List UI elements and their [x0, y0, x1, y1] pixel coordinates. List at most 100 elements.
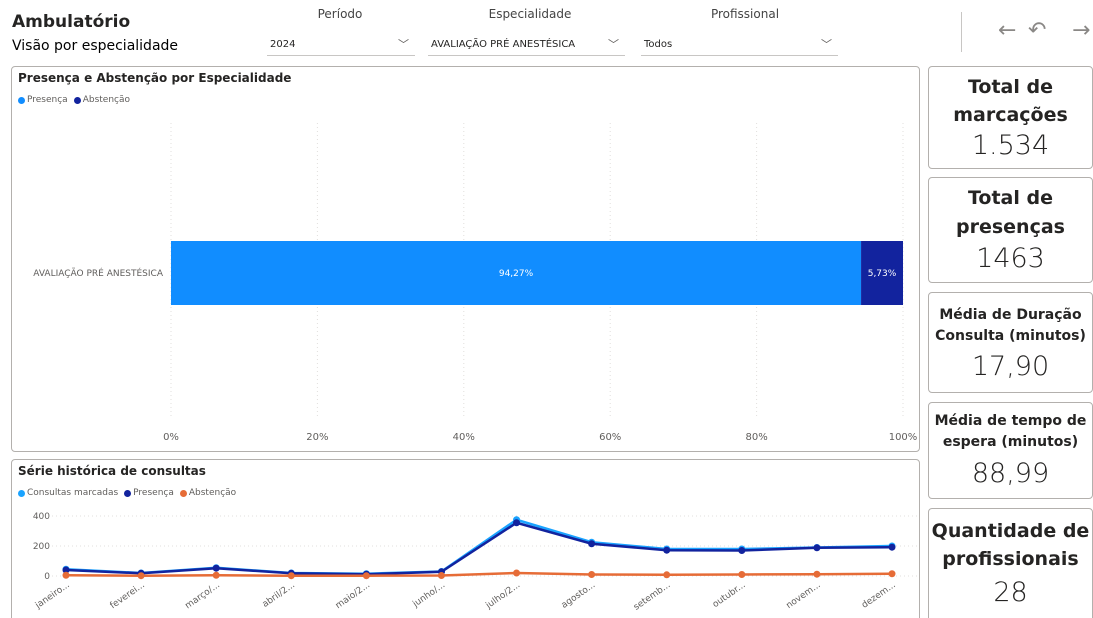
y-tick-label: 200: [33, 542, 50, 552]
undo-icon[interactable]: ↶: [1028, 18, 1047, 43]
data-point: [513, 519, 521, 527]
legend-item-abstencao[interactable]: Abstenção: [179, 488, 237, 498]
line-chart-title: Série histórica de consultas: [18, 464, 206, 478]
series-line: [65, 521, 893, 576]
card-title-line1: Total de: [967, 76, 1053, 98]
legend-dot-icon: [179, 489, 187, 497]
x-tick-label: setemb...: [632, 580, 672, 612]
legend-item-abstencao[interactable]: Abstenção: [73, 95, 130, 105]
card-title-line1: Média de Duração: [939, 307, 1082, 323]
especialidade-value: AVALIAÇÃO PRÉ ANESTÉSICA: [431, 39, 576, 50]
report-subtitle: Visão por especialidade: [12, 38, 179, 54]
card-total-presencas: Total de presenças 1463: [928, 177, 1093, 283]
legend-dot-icon: [124, 489, 132, 497]
x-tick-label: agosto...: [560, 580, 598, 610]
data-point: [212, 564, 220, 572]
data-point: [588, 540, 596, 548]
card-title-line2: espera (minutos): [942, 434, 1079, 450]
presenca-abstencao-chart-panel: Presença e Abstenção por Especialidade P…: [11, 66, 920, 452]
data-point: [888, 570, 896, 578]
data-point: [738, 571, 746, 578]
card-value: 17,90: [971, 351, 1050, 382]
x-tick-label: março/...: [184, 580, 222, 611]
data-point: [813, 544, 821, 552]
x-tick-label: 100%: [889, 432, 918, 443]
chevron-down-icon: ﹀: [821, 38, 832, 51]
card-quantidade-profissionais: Quantidade de profissionais 28: [928, 508, 1093, 618]
x-tick-label: julho/2...: [484, 580, 523, 611]
line-chart-legend: Consultas marcadas Presença Abstenção: [18, 488, 236, 498]
data-point: [588, 571, 596, 578]
series-line: [65, 571, 893, 577]
data-point: [62, 571, 70, 579]
filter-label-especialidade: Especialidade: [488, 7, 572, 21]
card-title-line2: Consulta (minutos): [935, 328, 1086, 344]
bar-chart-svg: 0% 20% 40% 60% 80% 100% AVALIAÇÃO PRÉ ANESTÉSI…: [33, 123, 918, 443]
forward-arrow-icon[interactable]: →: [1072, 18, 1091, 43]
y-tick-label: 400: [33, 512, 50, 522]
x-tick-label: maio/2...: [334, 580, 372, 611]
category-label: AVALIAÇÃO PRÉ ANESTÉSICA: [33, 267, 164, 279]
data-label: 94,27%: [499, 269, 534, 279]
card-title-line1: Quantidade de: [931, 520, 1090, 542]
data-point: [212, 571, 220, 579]
legend-label-presenca: Presença: [27, 95, 68, 105]
card-title-line1: Total de: [967, 187, 1053, 209]
y-tick-label: 0: [44, 572, 50, 582]
card-value: 1463: [976, 243, 1045, 274]
filter-label-periodo: Período: [317, 7, 363, 21]
x-tick-label: 40%: [453, 432, 475, 443]
card-total-marcacoes: Total de marcações 1.534: [928, 66, 1093, 169]
data-point: [663, 571, 671, 579]
data-point: [287, 572, 295, 580]
legend-dot-icon: [18, 96, 25, 104]
data-point: [362, 572, 370, 580]
profissional-dropdown[interactable]: Todos ﹀: [641, 34, 838, 56]
card-value: 1.534: [971, 130, 1050, 161]
x-tick-label: novem...: [785, 580, 823, 611]
card-title-line1: Média de tempo de: [934, 413, 1087, 429]
bar-segment-abstencao: [861, 241, 903, 305]
card-value: 28: [993, 577, 1028, 608]
legend-item-presenca[interactable]: Presença: [18, 95, 68, 105]
data-point: [888, 543, 896, 551]
x-tick-label: junho/...: [411, 580, 448, 610]
data-point: [437, 572, 445, 580]
filter-label-profissional: Profissional: [710, 7, 780, 21]
report-title: Ambulatório: [12, 12, 131, 32]
data-label: 5,73%: [868, 269, 897, 279]
x-tick-label: 0%: [163, 432, 179, 443]
legend-label-presenca: Presença: [133, 488, 174, 498]
x-tick-label: outubr...: [711, 580, 748, 610]
bar-chart-title: Presença e Abstenção por Especialidade: [18, 71, 292, 85]
periodo-dropdown[interactable]: 2024 ﹀: [267, 34, 415, 56]
legend-dot-icon: [73, 96, 81, 104]
card-media-duracao: Média de Duração Consulta (minutos) 17,9…: [928, 292, 1093, 393]
data-point: [738, 547, 746, 554]
x-tick-label: 60%: [599, 432, 621, 443]
x-tick-label: abril/2...: [261, 580, 297, 610]
legend-item-marcadas[interactable]: Consultas marcadas: [18, 488, 118, 498]
legend-dot-icon: [18, 489, 25, 497]
especialidade-dropdown[interactable]: AVALIAÇÃO PRÉ ANESTÉSICA ﹀: [428, 34, 625, 56]
data-point: [663, 546, 671, 554]
data-point: [513, 569, 521, 577]
back-arrow-icon[interactable]: ←: [998, 18, 1017, 43]
x-tick-label: 80%: [745, 432, 767, 443]
card-title-line2: marcações: [953, 104, 1068, 126]
legend-label-abstencao: Abstenção: [188, 488, 237, 498]
card-title-line2: profissionais: [942, 548, 1079, 570]
card-title-line2: presenças: [956, 216, 1065, 238]
chevron-down-icon: ﹀: [398, 38, 409, 51]
header-divider: [961, 12, 962, 52]
bar-segment-presenca: [171, 241, 862, 305]
x-tick-label: 20%: [306, 432, 328, 443]
x-tick-label: janeiro...: [33, 580, 72, 611]
card-media-espera: Média de tempo de espera (minutos) 88,99: [928, 402, 1093, 499]
bar-chart-legend: Presença Abstenção: [18, 95, 130, 105]
legend-item-presenca[interactable]: Presença: [124, 488, 174, 498]
data-point: [62, 566, 70, 574]
x-tick-label: feverei...: [109, 580, 147, 611]
x-tick-label: dezem...: [860, 580, 898, 610]
